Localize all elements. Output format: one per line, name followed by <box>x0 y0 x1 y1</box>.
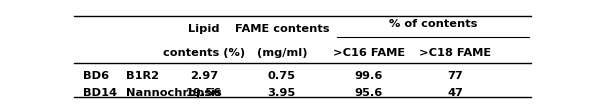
Text: (mg/ml): (mg/ml) <box>257 48 307 58</box>
Text: 77: 77 <box>448 71 463 81</box>
Text: 47: 47 <box>448 88 464 98</box>
Text: Lipid: Lipid <box>188 24 220 34</box>
Text: >C16 FAME: >C16 FAME <box>333 48 405 58</box>
Text: FAME contents: FAME contents <box>235 24 329 34</box>
Text: >C18 FAME: >C18 FAME <box>419 48 491 58</box>
Text: contents (%): contents (%) <box>163 48 245 58</box>
Text: % of contents: % of contents <box>388 19 477 29</box>
Text: 99.6: 99.6 <box>355 71 383 81</box>
Text: 2.97: 2.97 <box>190 71 218 81</box>
Text: 0.75: 0.75 <box>268 71 296 81</box>
Text: 19.56: 19.56 <box>186 88 222 98</box>
Text: 95.6: 95.6 <box>355 88 383 98</box>
Text: B1R2: B1R2 <box>126 71 159 81</box>
Text: BD6: BD6 <box>83 71 109 81</box>
Text: 3.95: 3.95 <box>268 88 296 98</box>
Text: Nannochropsis: Nannochropsis <box>126 88 222 98</box>
Text: BD14: BD14 <box>83 88 117 98</box>
